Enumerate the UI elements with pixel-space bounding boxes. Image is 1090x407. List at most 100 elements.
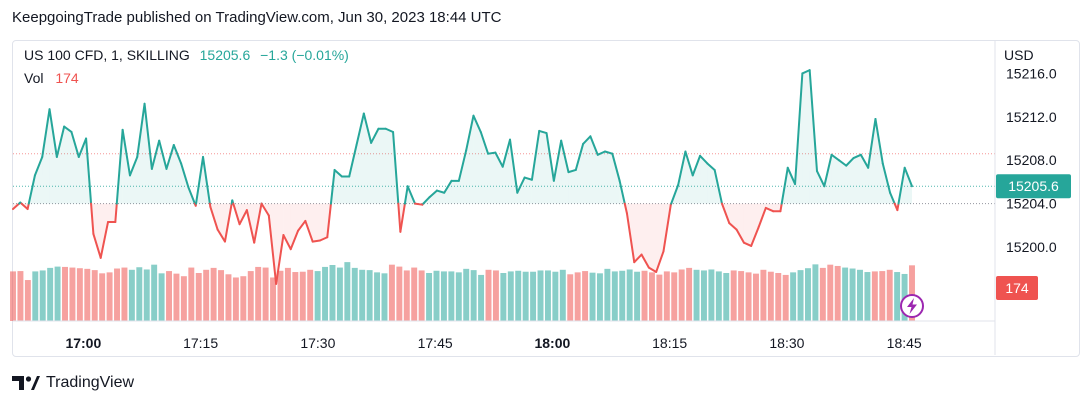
volume-bar <box>857 269 863 321</box>
price-line-segment <box>881 162 892 194</box>
price-line-segment <box>12 202 21 211</box>
price-line-segment <box>63 125 73 133</box>
volume-badge <box>996 276 1038 300</box>
area-fill-above <box>517 177 525 204</box>
volume-bar <box>24 280 31 321</box>
price-line-segment <box>209 205 219 231</box>
price-line-segment <box>90 202 95 235</box>
price-line-segment <box>742 241 753 247</box>
price-line-segment <box>903 166 913 188</box>
volume-bar <box>470 270 477 321</box>
price-line-segment <box>582 135 592 145</box>
price-line-segment <box>399 202 406 233</box>
volume-bar <box>730 270 737 321</box>
price-line-segment <box>348 144 358 178</box>
price-line-layer <box>12 69 913 285</box>
volume-bar <box>47 267 54 321</box>
price-line-segment <box>677 150 687 187</box>
time-tick-label: 17:00 <box>65 335 101 351</box>
price-line-segment <box>260 202 270 217</box>
volume-bar <box>507 271 514 321</box>
tradingview-logo-text: TradingView <box>46 374 135 391</box>
price-line-segment <box>757 206 767 229</box>
volume-bar <box>195 273 202 321</box>
price-line-segment <box>574 142 585 171</box>
legend-volume-label[interactable]: Vol <box>24 70 44 86</box>
volume-bar <box>626 269 633 321</box>
price-line-segment <box>684 150 694 177</box>
area-fill-below <box>648 203 657 272</box>
volume-bar <box>329 265 336 321</box>
price-line-segment <box>567 168 577 174</box>
volume-bar <box>559 269 566 321</box>
legend-volume-row[interactable]: Vol 174 <box>24 70 79 86</box>
price-line-segment <box>472 114 482 133</box>
time-tick-label: 18:45 <box>887 335 922 351</box>
legend-symbol-row[interactable]: US 100 CFD, 1, SKILLING 15205.6 −1.3 (−0… <box>24 47 349 63</box>
area-fill-above <box>458 150 467 204</box>
volume-bar <box>151 264 158 321</box>
price-line-segment <box>457 149 468 182</box>
price-line-segment <box>20 202 29 211</box>
price-line-segment <box>655 250 665 273</box>
price-line-segment <box>403 185 409 205</box>
price-line-segment <box>311 239 321 243</box>
area-fill-above <box>502 139 511 204</box>
price-line-segment <box>552 139 563 182</box>
volume-bar <box>455 272 462 321</box>
price-line-segment <box>282 234 292 251</box>
volume-bar <box>388 264 395 321</box>
price-badge-text: 15205.6 <box>1008 178 1059 194</box>
tradingview-logo[interactable]: TradingView <box>12 374 134 392</box>
volume-bar <box>292 272 299 321</box>
area-fill-above <box>707 163 715 204</box>
price-line-segment <box>794 72 804 186</box>
price-tick-label: 15204.0 <box>1006 196 1057 212</box>
area-fill-above <box>42 109 50 204</box>
price-line-segment <box>121 128 131 177</box>
area-fill-above <box>159 140 167 204</box>
area-fill-below <box>641 203 649 268</box>
volume-bar <box>611 271 618 321</box>
area-fill-above <box>181 163 189 204</box>
price-line-segment <box>523 176 533 181</box>
price-line-segment <box>392 130 400 205</box>
chart-frame <box>12 40 1080 357</box>
price-line-segment <box>172 144 183 165</box>
price-line-segment <box>823 153 833 188</box>
area-fill-above <box>166 145 174 204</box>
price-line-segment <box>27 174 36 205</box>
legend-symbol[interactable]: US 100 CFD, 1, SKILLING <box>24 47 190 63</box>
price-line-segment <box>355 112 365 147</box>
time-tick-label: 18:00 <box>534 335 570 351</box>
area-fill-above <box>904 167 912 204</box>
area-fill-above <box>860 154 869 204</box>
price-line-segment <box>253 202 263 244</box>
price-line-segment <box>720 202 731 225</box>
legend-volume-value: 174 <box>55 70 79 86</box>
price-line-segment <box>115 128 124 205</box>
volume-bar <box>864 272 871 321</box>
volume-bar <box>797 270 804 321</box>
volume-bar <box>478 274 485 321</box>
volume-bar <box>708 269 715 321</box>
volume-bar <box>62 266 68 321</box>
volume-bar <box>537 270 544 321</box>
price-line-segment <box>845 157 855 167</box>
area-fill-below <box>108 203 116 223</box>
currency-label[interactable]: USD <box>1004 47 1034 63</box>
time-tick-label: 17:30 <box>300 335 335 351</box>
price-line-segment <box>647 266 658 273</box>
price-line-segment <box>41 108 51 158</box>
price-line-segment <box>195 155 205 205</box>
area-fill-above <box>429 190 437 204</box>
volume-bar <box>17 271 24 321</box>
volume-bar <box>121 267 128 321</box>
volume-bar <box>440 271 447 321</box>
volume-bar <box>678 269 685 321</box>
price-line-segment <box>786 166 797 186</box>
price-line-segment <box>128 155 139 177</box>
time-tick-label: 18:30 <box>769 335 804 351</box>
volume-bar <box>500 273 507 321</box>
